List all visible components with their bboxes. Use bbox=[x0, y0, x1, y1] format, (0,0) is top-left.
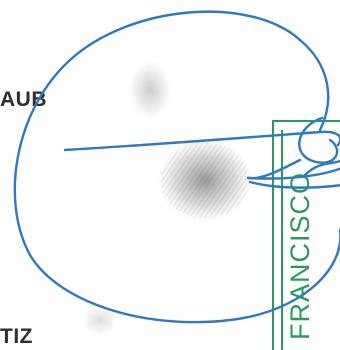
name-fragment-bottom: TIZ bbox=[0, 325, 33, 348]
fingerprint-mark bbox=[82, 60, 253, 336]
stamp-frame bbox=[272, 120, 340, 350]
handwritten-signature bbox=[13, 10, 340, 324]
stamp-inner-line bbox=[281, 130, 283, 350]
